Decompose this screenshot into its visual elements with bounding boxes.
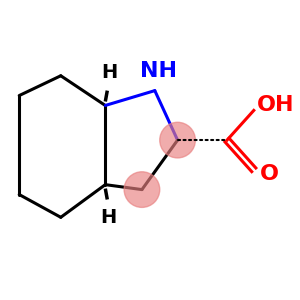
Text: O: O [260,164,279,184]
Circle shape [124,172,160,207]
Text: H: H [100,208,116,227]
Circle shape [160,122,195,158]
Text: OH: OH [257,95,294,116]
Text: NH: NH [140,61,177,81]
Text: H: H [101,63,117,82]
